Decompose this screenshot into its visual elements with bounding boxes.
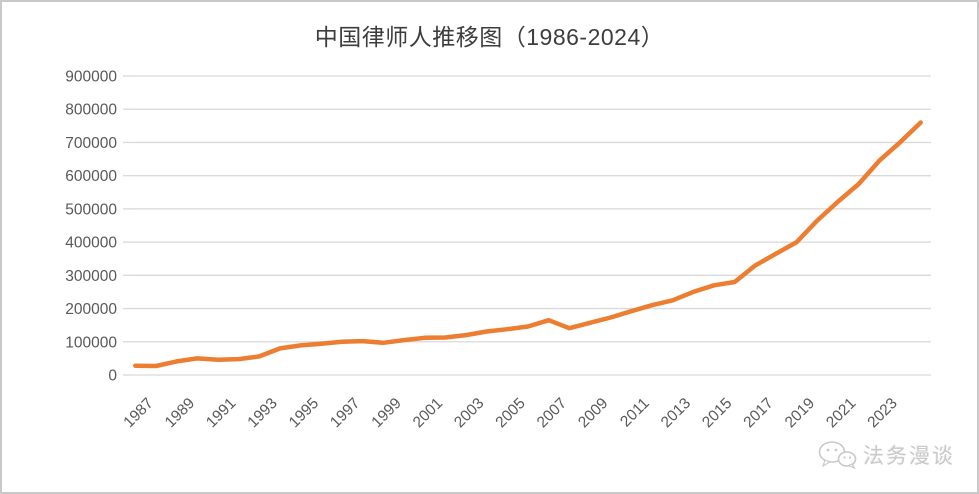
x-axis-label: 1995 [286, 395, 322, 431]
x-axis-label: 2017 [740, 395, 776, 431]
x-axis-label: 2005 [492, 395, 528, 431]
x-axis-label: 2023 [864, 395, 900, 431]
x-axis-label: 2013 [658, 395, 694, 431]
x-axis-label: 1987 [120, 395, 156, 431]
y-axis-label: 300000 [65, 268, 117, 285]
x-axis-label: 2009 [575, 395, 611, 431]
y-axis-label: 700000 [65, 135, 117, 152]
x-axis-label: 2015 [699, 395, 735, 431]
x-axis-label: 2021 [823, 395, 859, 431]
data-line [133, 120, 923, 369]
chart-title: 中国律师人推移图（1986-2024） [314, 24, 665, 50]
x-axis-label: 1989 [162, 395, 198, 431]
x-axis-label: 1993 [244, 395, 280, 431]
x-axis-label: 2003 [451, 395, 487, 431]
watermark: 法务漫谈 [817, 440, 955, 470]
y-axis-label: 800000 [65, 102, 117, 119]
x-axis-label: 2011 [617, 395, 653, 431]
x-axis-label: 1991 [203, 395, 239, 431]
x-axis-label: 2007 [534, 395, 570, 431]
y-axis-label: 600000 [65, 168, 117, 185]
x-axis-label: 2001 [410, 395, 446, 431]
x-axis-label: 2019 [782, 395, 818, 431]
y-axis-label: 400000 [65, 235, 117, 252]
x-axis-label: 1997 [327, 395, 363, 431]
y-axis-label: 0 [108, 368, 117, 385]
watermark-text: 法务漫谈 [863, 445, 955, 468]
y-axis-label: 200000 [65, 301, 117, 318]
y-axis-label: 500000 [65, 201, 117, 218]
y-axis-label: 100000 [65, 334, 117, 351]
x-axis-label: 1999 [368, 395, 404, 431]
wechat-icon [818, 441, 857, 470]
y-axis-label: 900000 [65, 69, 117, 86]
